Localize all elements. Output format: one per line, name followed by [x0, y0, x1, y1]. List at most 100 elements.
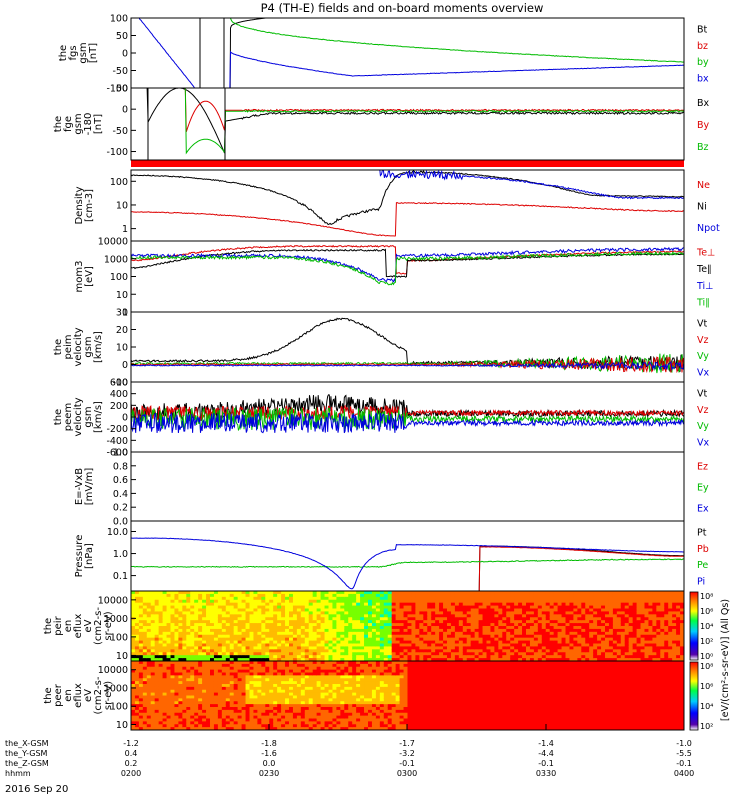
legend-entry: By — [697, 120, 710, 131]
spectrogram-cell — [281, 599, 286, 604]
spectrogram-cell — [304, 675, 310, 679]
spectrogram-cell — [447, 655, 452, 659]
panel-frame — [130, 520, 685, 592]
spectrogram-cell — [138, 626, 144, 630]
spectrogram-cell — [142, 620, 148, 624]
spectrogram-cell — [371, 649, 377, 653]
spectrogram-cell — [514, 605, 519, 610]
spectrogram-cell — [332, 695, 337, 699]
spectrogram-cell — [680, 628, 684, 633]
spectrogram-cell — [435, 649, 440, 653]
spectrogram-cell — [261, 718, 266, 722]
spectrogram-cell — [154, 721, 160, 725]
spectrogram-cell — [514, 599, 519, 604]
spectrogram-cell — [257, 669, 262, 674]
spectrogram-cell — [672, 596, 677, 601]
spectrogram-cell — [241, 596, 247, 601]
spectrogram-cell — [198, 596, 203, 601]
spectrogram-cell — [553, 617, 559, 621]
spectrogram-cell — [229, 672, 235, 676]
spectrogram-cell — [296, 593, 302, 598]
spectrogram-cell — [561, 640, 567, 645]
spectrogram-cell — [273, 649, 278, 653]
spectrogram-cell — [526, 591, 531, 595]
spectrogram-cell — [387, 626, 393, 630]
spectrogram-cell — [190, 611, 195, 615]
spectrogram-cell — [336, 658, 341, 661]
spectrogram-cell — [316, 591, 322, 595]
spectrogram-cell — [648, 620, 653, 624]
spectrogram-cell — [450, 643, 456, 648]
spectrogram-cell — [439, 631, 444, 636]
spectrogram-cell — [281, 608, 286, 613]
spectrogram-cell — [419, 620, 424, 624]
spectrogram-cell — [289, 652, 294, 656]
spectrogram-cell — [612, 640, 618, 645]
spectrogram-cell — [371, 593, 377, 598]
spectrogram-cell — [273, 623, 278, 627]
spectrogram-cell — [134, 709, 140, 714]
spectrogram-cell — [281, 655, 286, 659]
y-tick-label: 20 — [116, 325, 128, 336]
spectrogram-cell — [217, 658, 223, 661]
spectrogram-cell — [162, 692, 168, 697]
spectrogram-cell — [221, 712, 227, 717]
spectrogram-cell — [482, 602, 488, 607]
spectrogram-cell — [569, 658, 574, 661]
spectrogram-cell — [541, 628, 547, 633]
spectrogram-cell — [399, 608, 405, 613]
spectrogram-cell — [652, 617, 657, 621]
spectrogram-cell — [549, 628, 555, 633]
spectrogram-cell — [470, 658, 476, 661]
spectrogram-cell — [308, 643, 314, 648]
spectrogram-cell — [316, 640, 322, 645]
spectrogram-cell — [312, 652, 318, 656]
spectrogram-cell — [403, 626, 409, 630]
spectrogram-cell — [391, 620, 397, 624]
spectrogram-cell — [332, 593, 337, 598]
spectrogram-cell — [289, 658, 294, 661]
spectrogram-cell — [360, 637, 365, 642]
spectrogram-cell — [605, 614, 610, 618]
spectrogram-cell — [162, 634, 168, 639]
spectrogram-cell — [134, 643, 140, 648]
spectrogram-cell — [308, 675, 314, 679]
spectrogram-cell — [281, 602, 286, 607]
spectrogram-cell — [273, 640, 278, 645]
spectrogram-cell — [285, 686, 290, 691]
spectrogram-cell — [320, 631, 326, 636]
spectrogram-cell — [182, 599, 187, 604]
spectrogram-cell — [194, 620, 199, 624]
spectrogram-cell — [644, 649, 650, 653]
spectrogram-cell — [131, 661, 136, 665]
y-axis-label: eV — [83, 619, 94, 632]
spectrogram-cell — [581, 599, 586, 604]
spectrogram-cell — [589, 620, 594, 624]
spectrogram-cell — [332, 701, 337, 705]
spectrogram-cell — [636, 614, 642, 618]
spectrogram-cell — [612, 623, 618, 627]
spectrogram-cell — [217, 599, 223, 604]
spectrogram-cell — [320, 701, 326, 705]
spectrogram-cell — [628, 658, 634, 661]
y-axis-label: velocity — [73, 397, 84, 436]
spectrogram-cell — [198, 591, 203, 595]
spectrogram-cell — [348, 637, 353, 642]
spectrogram-cell — [210, 631, 215, 636]
spectrogram-cell — [241, 605, 247, 610]
spectrogram-cell — [680, 608, 684, 613]
spectrogram-cell — [557, 617, 563, 621]
spectrogram-cell — [285, 634, 290, 639]
spectrogram-cell — [170, 605, 176, 610]
spectrogram-cell — [506, 605, 511, 610]
spectrogram-cell — [332, 608, 337, 613]
spectrogram-cell — [518, 611, 523, 615]
spectrogram-cell — [308, 608, 314, 613]
spectrogram-cell — [281, 631, 286, 636]
spectrogram-cell — [344, 715, 349, 720]
spectrogram-cell — [166, 593, 172, 598]
spectrogram-cell — [608, 652, 614, 656]
legend-entry: Ti⊥ — [696, 281, 713, 292]
spectrogram-cell — [292, 678, 298, 682]
spectrogram-cell — [210, 727, 215, 730]
